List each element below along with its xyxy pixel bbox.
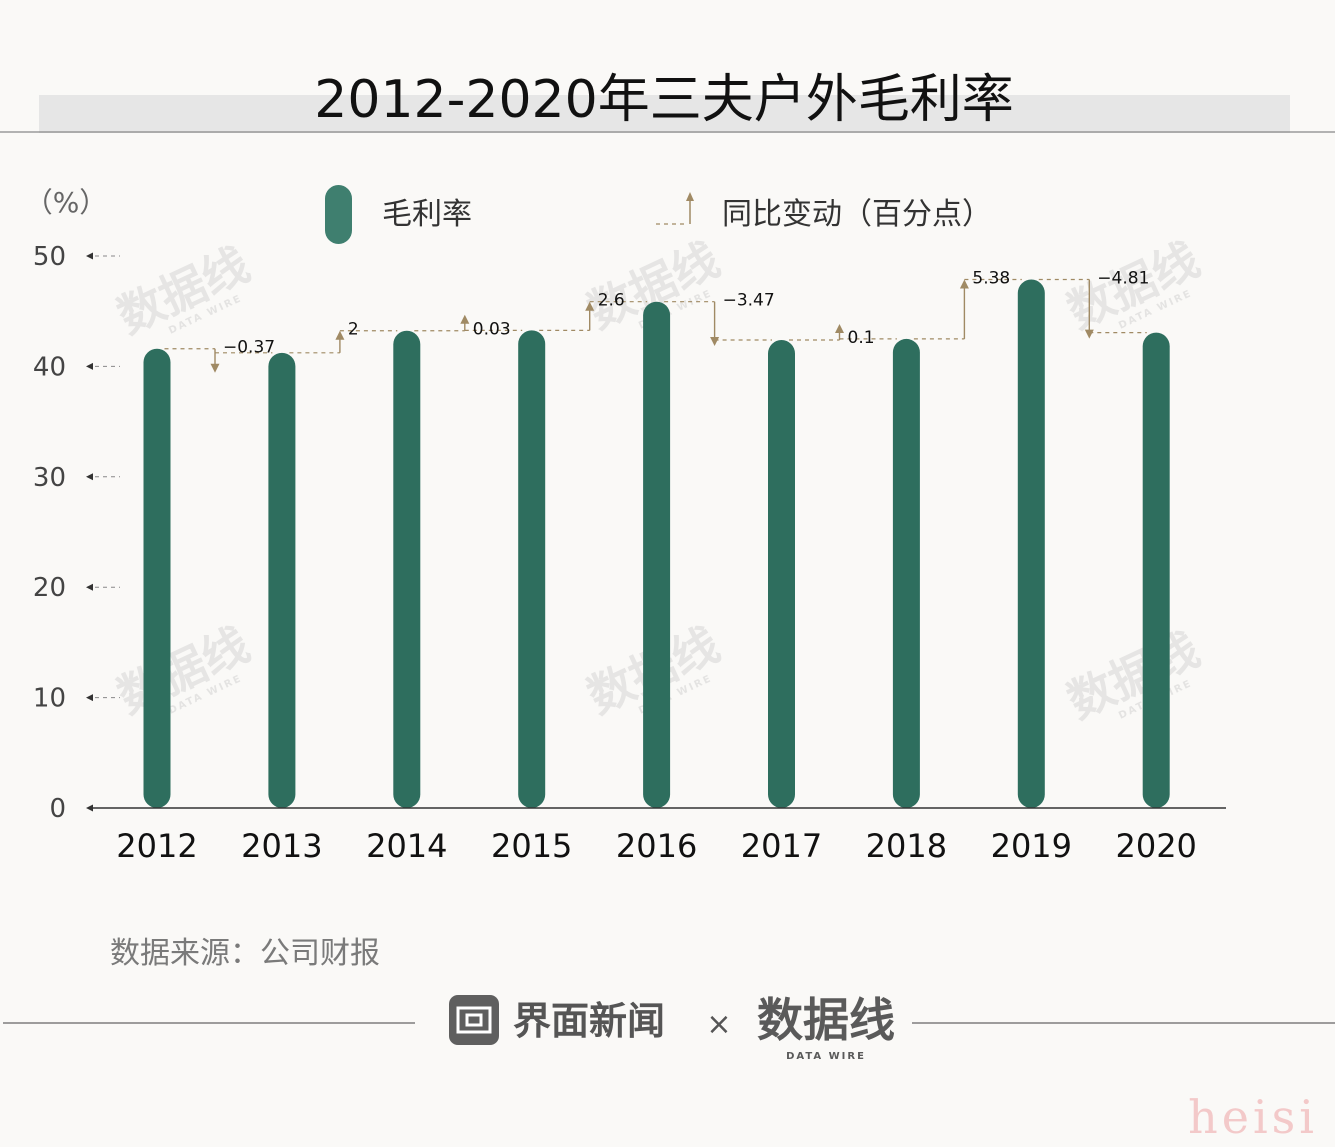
- change-label: 2.6: [598, 291, 625, 311]
- x-tick-label: 2019: [991, 827, 1072, 865]
- footer-separator: ×: [706, 1007, 731, 1042]
- bar-2015: [518, 330, 546, 808]
- y-tick-label: 50: [33, 242, 66, 272]
- x-tick-label: 2013: [241, 827, 322, 865]
- change-arrow-head: [460, 314, 470, 324]
- partner-logo-subtext: DATA WIRE: [786, 1051, 866, 1062]
- bar-2012: [143, 348, 171, 808]
- footer: 界面新闻 × 数据线 DATA WIRE: [3, 993, 1335, 1062]
- bar-2016: [643, 301, 671, 808]
- change-arrow-head: [710, 337, 720, 347]
- y-tick-label: 10: [33, 684, 66, 714]
- y-tick-arrow: [86, 252, 93, 260]
- change-annotation-2013: −0.37: [164, 338, 275, 373]
- brand-logo-icon: [449, 995, 499, 1045]
- title-band: [39, 95, 1290, 133]
- x-tick-label: 2018: [866, 827, 947, 865]
- bar-2014: [393, 330, 421, 808]
- legend-change-swatch: [656, 192, 694, 225]
- bar-2013: [268, 352, 296, 808]
- y-tick-arrow: [86, 362, 93, 370]
- change-label: −4.81: [1097, 269, 1149, 289]
- change-annotation-2018: 0.1: [789, 324, 897, 348]
- y-tick-arrow: [86, 583, 93, 591]
- change-label: 0.03: [473, 319, 511, 339]
- change-label: −3.47: [723, 291, 775, 311]
- y-tick-label: 0: [49, 794, 66, 824]
- change-label: 0.1: [848, 328, 875, 348]
- change-arrow-head: [835, 324, 844, 334]
- x-tick-label: 2015: [491, 827, 572, 865]
- bar-2020: [1142, 332, 1170, 808]
- change-annotation-2014: 2: [289, 320, 398, 354]
- change-arrow-head: [585, 301, 595, 311]
- bar-2019: [1017, 279, 1045, 808]
- legend: 毛利率 同比变动（百分点）: [325, 185, 992, 244]
- change-annotation-2020: −4.81: [1038, 269, 1149, 339]
- legend-bar-label: 毛利率: [382, 197, 472, 232]
- x-tick-label: 2017: [741, 827, 822, 865]
- change-arrow-head: [335, 330, 345, 340]
- x-tick-label: 2020: [1115, 827, 1196, 865]
- change-annotation-2016: 2.6: [539, 291, 648, 332]
- change-label: 5.38: [972, 269, 1010, 289]
- change-arrow-head: [210, 363, 220, 373]
- bar-series: [143, 279, 1170, 808]
- change-annotations: −0.37 2 0.03 2.6 −3.47 0.1 5.38 −4.81: [164, 269, 1149, 373]
- y-tick-label: 40: [33, 352, 66, 382]
- y-tick-arrow: [86, 694, 93, 702]
- change-label: 2: [348, 320, 359, 340]
- y-tick-label: 20: [33, 573, 66, 603]
- source-note: 数据来源：公司财报: [110, 936, 380, 971]
- bar-2017: [768, 340, 795, 808]
- brand-name: 界面新闻: [513, 999, 665, 1043]
- y-unit-label: （%）: [25, 186, 108, 219]
- change-arrow-head: [1084, 329, 1094, 339]
- partner-logo-text: 数据线: [757, 993, 895, 1047]
- legend-change-label: 同比变动（百分点）: [722, 197, 992, 232]
- legend-bar-swatch: [325, 185, 352, 244]
- y-tick-arrow: [86, 473, 93, 481]
- x-tick-label: 2014: [366, 827, 447, 865]
- y-axis: 0 10 20 30 40 50: [33, 242, 120, 824]
- change-label: −0.37: [223, 338, 275, 358]
- change-arrow-head: [959, 279, 969, 289]
- x-tick-label: 2012: [116, 827, 197, 865]
- change-annotation-2017: −3.47: [664, 291, 775, 347]
- change-annotation-2015: 0.03: [414, 314, 523, 339]
- corner-watermark: heisi: [1188, 1090, 1318, 1144]
- chart-title: 2012-2020年三夫户外毛利率: [314, 70, 1013, 130]
- x-tick-label: 2016: [616, 827, 697, 865]
- y-tick-label: 30: [33, 463, 66, 493]
- x-axis: 2012 2013 2014 2015 2016 2017 2018 2019 2020: [116, 827, 1197, 865]
- bar-2018: [892, 338, 920, 808]
- change-annotation-2019: 5.38: [913, 269, 1022, 340]
